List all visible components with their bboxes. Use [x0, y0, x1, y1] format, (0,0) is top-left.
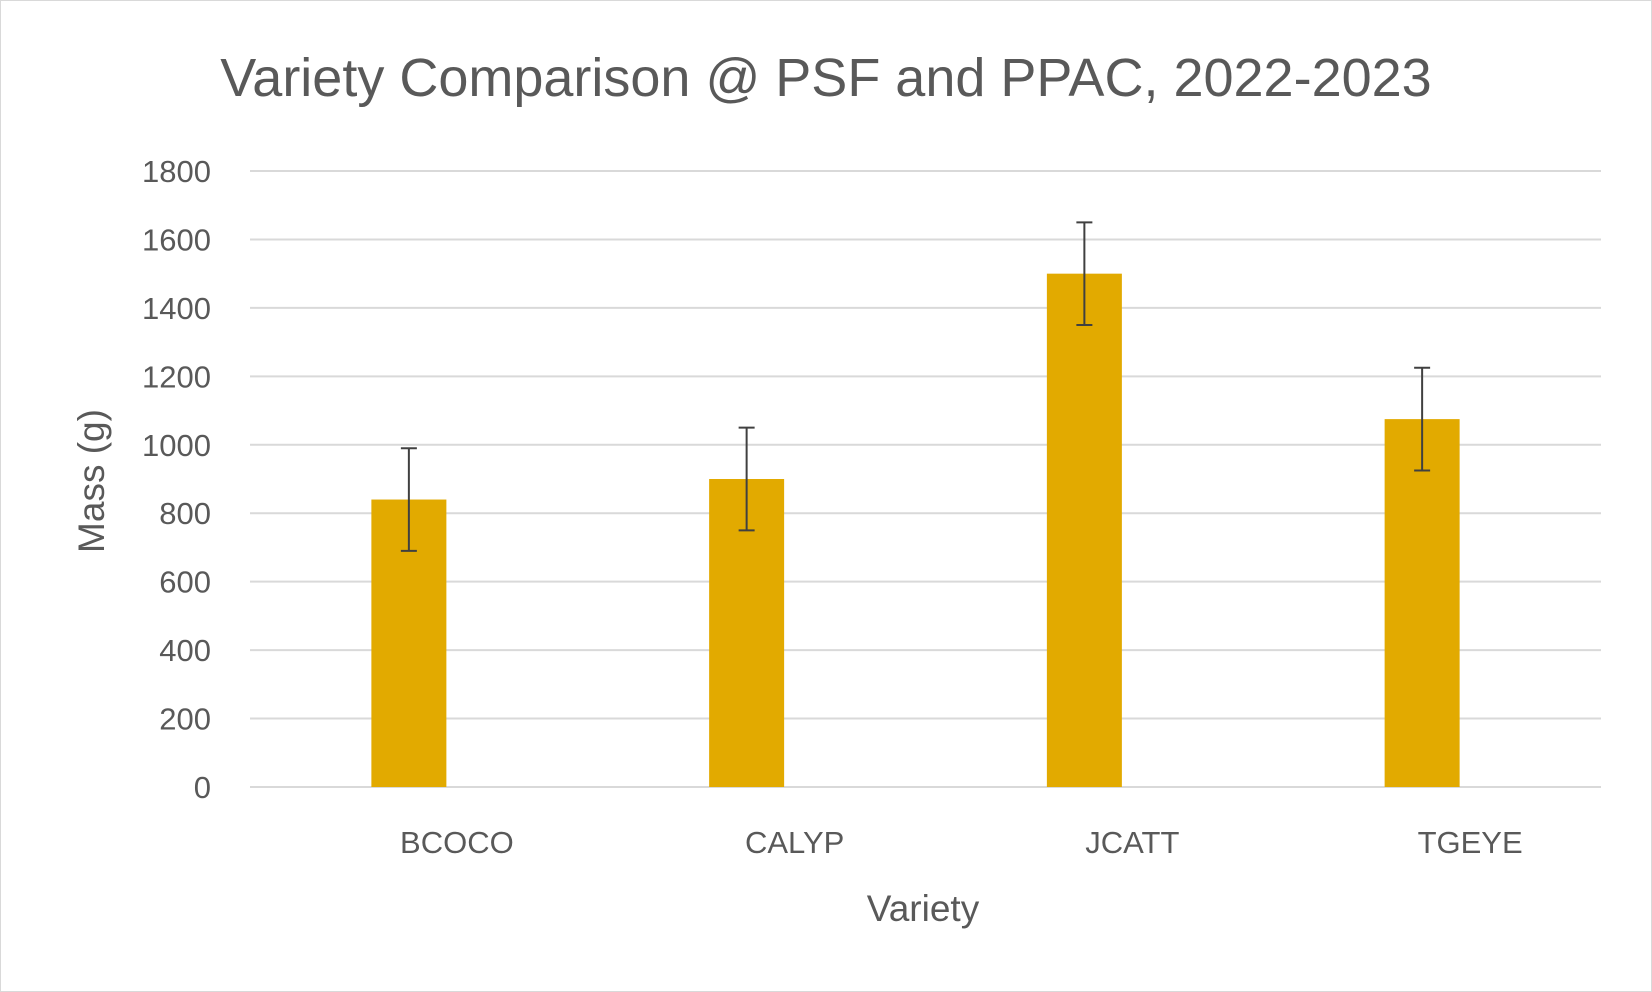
y-tick-label: 400 [159, 633, 211, 668]
error-bar [400, 447, 417, 552]
y-axis-title: Mass (g) [71, 409, 112, 553]
x-tick-label: TGEYE [1418, 825, 1523, 860]
y-tick-label: 1600 [142, 222, 211, 257]
y-tick-label: 200 [159, 702, 211, 737]
gridlines [250, 170, 1601, 788]
bar [1046, 273, 1122, 788]
y-tick-label: 0 [194, 770, 211, 805]
chart-title: Variety Comparison @ PSF and PPAC, 2022-… [220, 48, 1431, 108]
y-tick-labels: 0 200 400 600 800 1000 1200 1400 1600 1800 [142, 154, 211, 805]
y-tick-label: 800 [159, 496, 211, 531]
x-axis-title: Variety [867, 888, 980, 929]
x-tick-label: CALYP [745, 825, 844, 860]
x-tick-labels: BCOCO CALYP JCATT TGEYE [400, 825, 1523, 860]
x-tick-label: JCATT [1085, 825, 1179, 860]
bars [371, 273, 1460, 788]
error-bar [1076, 221, 1093, 326]
x-tick-label: BCOCO [400, 825, 514, 860]
y-tick-label: 1400 [142, 291, 211, 326]
error-bar [1414, 366, 1431, 472]
y-tick-label: 1000 [142, 428, 211, 463]
y-tick-label: 1200 [142, 359, 211, 394]
y-tick-label: 1800 [142, 154, 211, 189]
y-tick-label: 600 [159, 565, 211, 600]
error-bar [738, 426, 755, 532]
bar [1384, 419, 1460, 787]
error-bars [400, 221, 1431, 552]
